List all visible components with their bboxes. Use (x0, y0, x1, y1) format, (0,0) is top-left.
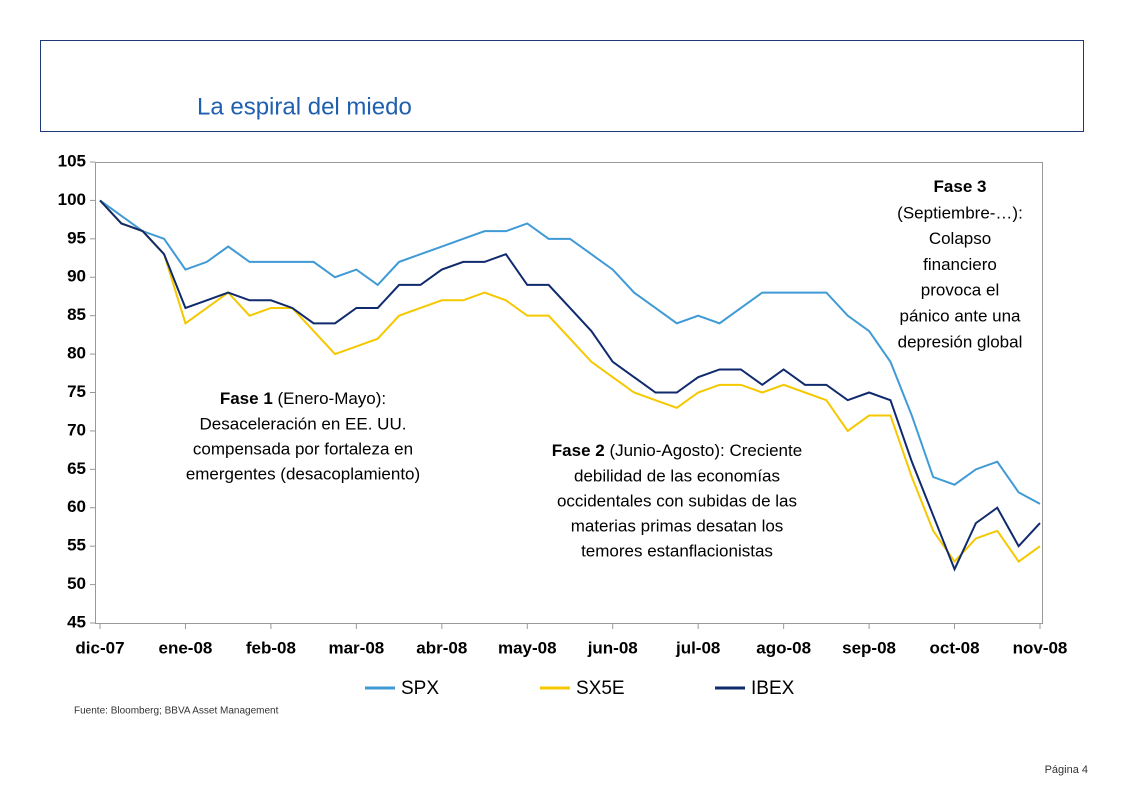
series-line (99, 199, 1041, 564)
source: Fuente: Bloomberg; BBVA Asset Management (74, 706, 279, 717)
series-line (99, 199, 1041, 572)
x-tick-label: feb-08 (246, 638, 296, 657)
annotation-text: (Junio-Agosto): Creciente (605, 441, 802, 460)
y-tick-label: 90 (67, 267, 86, 286)
y-tick-label: 60 (67, 497, 86, 516)
annotation-line: Desaceleración en EE. UU. (200, 414, 407, 433)
annotation-line: financiero (923, 255, 997, 274)
y-tick-label: 70 (67, 420, 86, 439)
y-tick-label: 100 (58, 190, 86, 209)
x-tick-label: nov-08 (1013, 638, 1068, 657)
y-tick-label: 75 (67, 382, 86, 401)
legend-label: SX5E (576, 678, 625, 699)
y-tick-label: 45 (67, 612, 86, 631)
x-tick-label: ago-08 (756, 638, 811, 657)
annotation-line: Colapso (929, 229, 991, 248)
annotation-bold: Fase 2 (552, 441, 605, 460)
series-line (99, 199, 1041, 505)
y-tick-label: 95 (67, 228, 86, 247)
annotation-bold: Fase 1 (220, 389, 273, 408)
annotation-line: depresión global (898, 332, 1023, 351)
x-tick-label: dic-07 (75, 638, 124, 657)
annotation: Fase 3 (934, 177, 987, 196)
y-tick-label: 55 (67, 536, 86, 555)
y-tick-label: 105 (58, 151, 86, 170)
y-tick-label: 80 (67, 344, 86, 363)
annotation: Fase 1 (Enero-Mayo): (220, 389, 386, 408)
x-tick-label: oct-08 (930, 638, 980, 657)
legend-label: IBEX (751, 678, 795, 699)
y-tick-label: 85 (67, 305, 86, 324)
annotation-line: provoca el (921, 281, 999, 300)
x-tick-label: jul-08 (675, 638, 720, 657)
annotation: Fase 2 (Junio-Agosto): Creciente (552, 441, 802, 460)
annotation-line: (Septiembre-…): (897, 203, 1023, 222)
plot-frame (95, 162, 1043, 624)
x-tick-label: may-08 (498, 638, 557, 657)
page-number: Página 4 (1045, 764, 1088, 776)
y-tick-label: 65 (67, 459, 86, 478)
annotation-line: occidentales con subidas de las (557, 491, 797, 510)
slide-title: La espiral del miedo (197, 93, 412, 120)
annotation-line: materias primas desatan los (571, 516, 784, 535)
annotation-text: (Enero-Mayo): (273, 389, 386, 408)
legend-label: SPX (401, 678, 439, 699)
annotation-bold: Fase 3 (934, 177, 987, 196)
header-box (40, 40, 1084, 132)
annotation-line: pánico ante una (900, 306, 1022, 325)
annotation-line: emergentes (desacoplamiento) (186, 464, 420, 483)
x-tick-label: sep-08 (842, 638, 896, 657)
y-tick-label: 50 (67, 574, 86, 593)
annotation-line: temores estanflacionistas (581, 541, 773, 560)
x-tick-label: abr-08 (416, 638, 467, 657)
x-tick-label: mar-08 (328, 638, 384, 657)
x-tick-label: jun-08 (587, 638, 638, 657)
annotation-line: compensada por fortaleza en (193, 439, 413, 458)
x-tick-label: ene-08 (159, 638, 213, 657)
annotation-line: debilidad de las economías (574, 466, 780, 485)
